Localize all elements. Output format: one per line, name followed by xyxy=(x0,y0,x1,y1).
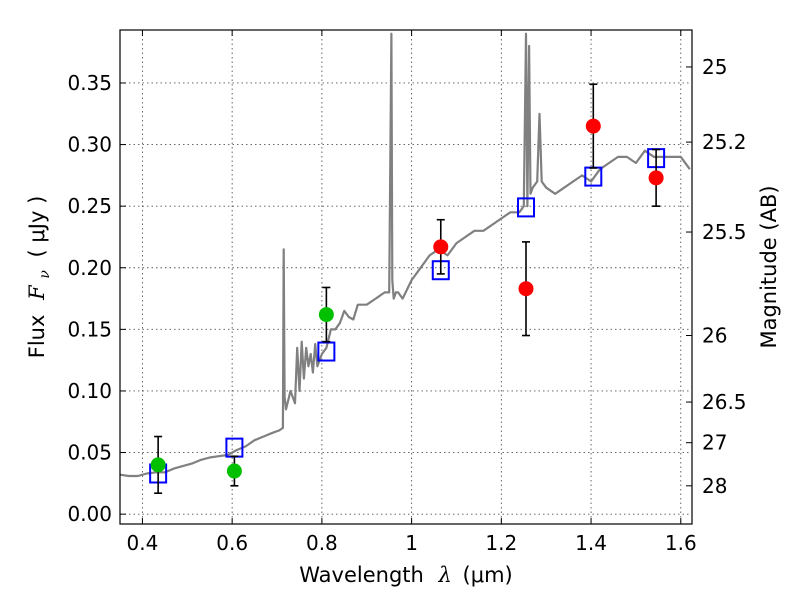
x-tick-label: 0.6 xyxy=(216,531,248,555)
y2-tick-label: 25.2 xyxy=(702,130,747,154)
spectrum-line xyxy=(119,32,691,478)
observed-point xyxy=(433,239,449,255)
y-axis-title-text: Flux xyxy=(25,315,49,359)
y-tick-label: 0.25 xyxy=(67,194,112,218)
y-axis-title-subscript: ν xyxy=(37,270,53,279)
y2-tick-label: 25 xyxy=(702,55,727,79)
y-axis-title-unit: ( μJy ) xyxy=(25,196,49,258)
observed-point xyxy=(150,457,166,473)
y-tick-label: 0.05 xyxy=(67,441,112,465)
model-photometry-square xyxy=(517,197,536,218)
observed-point xyxy=(518,281,534,297)
x-tick-label: 1.6 xyxy=(665,531,697,555)
series-layer xyxy=(119,32,691,495)
y-tick-label: 0.15 xyxy=(67,317,112,341)
x-axis-title-unit: (μm) xyxy=(463,563,513,587)
model-photometry-square xyxy=(317,341,336,362)
x-tick-label: 1.4 xyxy=(575,531,607,555)
y2-tick-label: 28 xyxy=(702,474,727,498)
x-tick-label: 1 xyxy=(405,531,418,555)
y-tick-label: 0.20 xyxy=(67,256,112,280)
y-axis-title-symbol: F xyxy=(25,284,49,301)
y-tick-label: 0.35 xyxy=(67,71,112,95)
x-axis-title-text: Wavelength xyxy=(299,563,424,587)
x-axis-title-symbol: λ xyxy=(438,563,452,587)
y2-tick-label: 27 xyxy=(702,431,727,455)
y2-tick-label: 26.5 xyxy=(702,390,747,414)
observed-point xyxy=(585,118,601,134)
ticks-layer: 0.4 0.6 0.8 1 1.2 1.4 1.6 0.00 0.05 0.10 0.15 0.20 0… xyxy=(67,30,747,555)
grid-layer xyxy=(120,30,692,524)
x-axis-title: Wavelength λ (μm) xyxy=(299,563,512,587)
y2-tick-label: 26 xyxy=(702,324,727,348)
y-tick-label: 0.10 xyxy=(67,379,112,403)
y2-tick-label: 25.5 xyxy=(702,220,747,244)
y-tick-label: 0.30 xyxy=(67,133,112,157)
plot-frame xyxy=(119,29,693,525)
y2-axis-title: Magnitude (AB) xyxy=(757,185,781,348)
x-tick-label: 1.2 xyxy=(485,531,517,555)
x-tick-label: 0.8 xyxy=(306,531,338,555)
observed-point xyxy=(648,170,664,186)
observed-point xyxy=(226,463,242,479)
y-tick-label: 0.00 xyxy=(67,502,112,526)
observed-point xyxy=(318,307,334,323)
y-axis-title: Flux F ν ( μJy ) xyxy=(25,196,54,359)
x-tick-label: 0.4 xyxy=(127,531,159,555)
